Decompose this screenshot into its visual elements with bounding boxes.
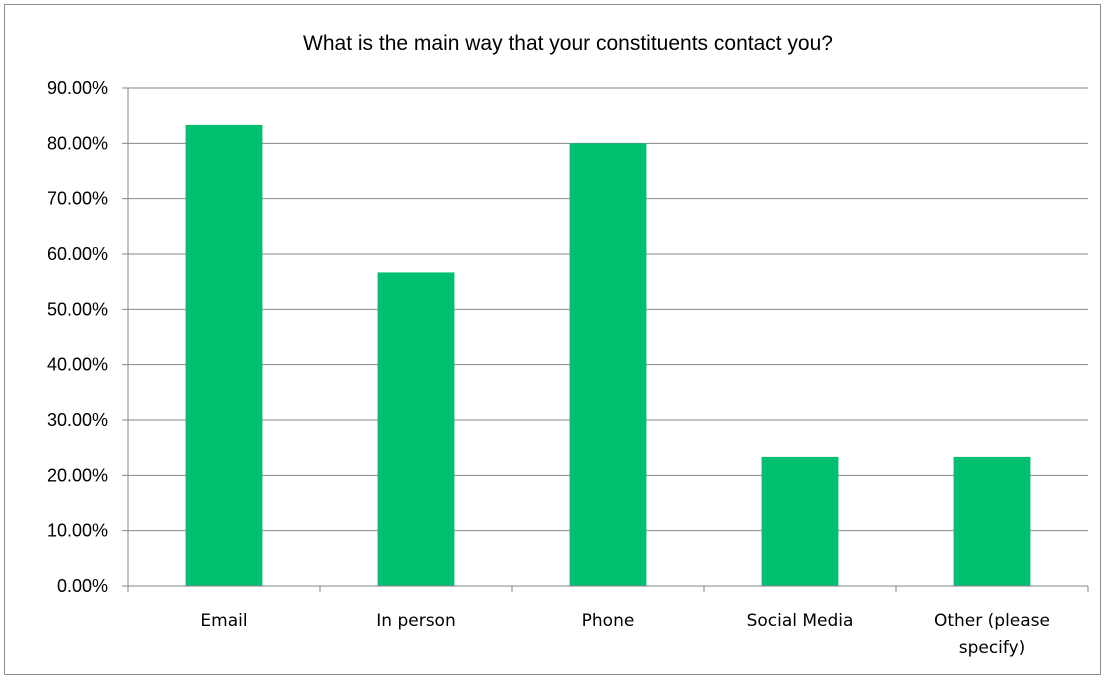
bars: [185, 124, 1031, 587]
y-tick-label: 0.00%: [57, 576, 108, 596]
x-category-label: Email: [200, 611, 247, 631]
y-tick-label: 40.00%: [47, 355, 108, 375]
bar: [569, 143, 647, 587]
bar: [953, 456, 1031, 586]
y-tick-label: 70.00%: [47, 189, 108, 209]
x-category-label: Social Media: [747, 611, 854, 631]
x-category-label: Phone: [582, 611, 635, 631]
bar: [377, 272, 455, 586]
x-category-label: In person: [376, 611, 455, 631]
y-tick-label: 50.00%: [47, 299, 108, 319]
y-axis-tick-labels: 0.00% 10.00% 20.00% 30.00% 40.00% 50.00% 60.00…: [47, 78, 108, 596]
bar: [185, 124, 263, 586]
y-tick-label: 80.00%: [47, 133, 108, 153]
bar: [761, 456, 839, 586]
y-tick-label: 30.00%: [47, 410, 108, 430]
y-tick-label: 20.00%: [47, 465, 108, 485]
x-axis-category-labels: Email In person Phone Social Media Other (pl…: [200, 611, 1050, 658]
axes: [127, 88, 1089, 592]
x-category-label: Other (please specify): [934, 611, 1050, 658]
chart-title: What is the main way that your constitue…: [303, 32, 833, 55]
y-tick-label: 90.00%: [47, 78, 108, 98]
y-tick-label: 60.00%: [47, 244, 108, 264]
y-tick-label: 10.00%: [47, 521, 108, 541]
